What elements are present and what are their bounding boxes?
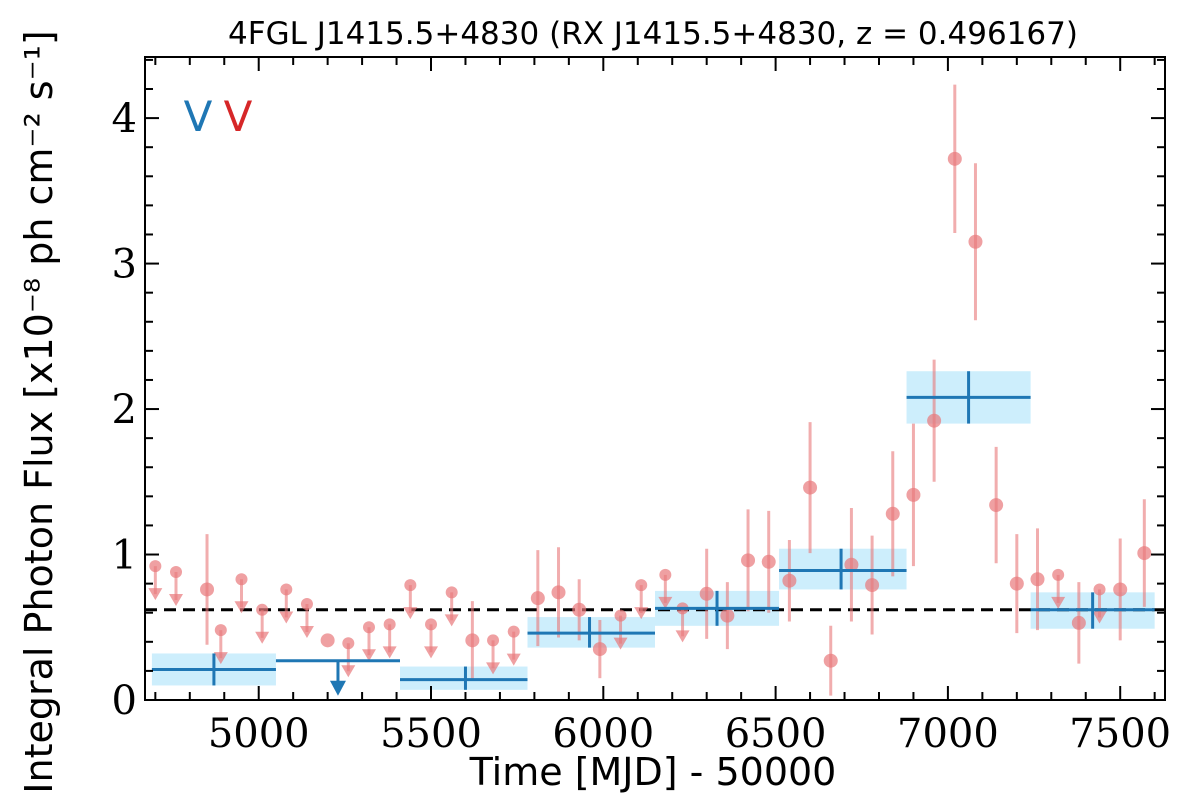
- detection-point: [1071, 615, 1086, 630]
- detection-point: [947, 151, 962, 166]
- detection-point: [530, 591, 545, 606]
- y-axis-label: Integral Photon Flux [x10⁻⁸ ph cm⁻² s⁻¹]: [17, 30, 61, 793]
- x-tick-label: 5000: [208, 711, 310, 757]
- y-tick-label: 2: [112, 387, 137, 433]
- detection-point: [320, 633, 335, 648]
- bin-band-layer: [151, 371, 1155, 690]
- detection-point: [1009, 576, 1024, 591]
- upper-limit-point: [1093, 583, 1106, 596]
- x-tick-label: 7000: [897, 711, 999, 757]
- upper-limit-point: [487, 634, 500, 647]
- detection-point: [200, 582, 215, 597]
- upper-limit-arrow: [675, 630, 690, 643]
- upper-limit-arrow: [234, 601, 249, 614]
- detection-point: [1137, 546, 1152, 561]
- x-tick-label: 7500: [1069, 711, 1171, 757]
- upper-limit-arrow: [658, 596, 673, 609]
- upper-limit-point: [170, 565, 183, 578]
- plot-frame: [144, 56, 1166, 701]
- y-tick-label: 1: [112, 533, 137, 579]
- upper-limit-point: [425, 618, 438, 631]
- upper-limit-arrow: [169, 593, 184, 606]
- upper-limit-arrow: [444, 614, 459, 627]
- detection-point: [844, 557, 859, 572]
- detection-point: [761, 554, 776, 569]
- y-tick-label: 0: [112, 678, 137, 724]
- y-tick-label: 4: [112, 96, 137, 142]
- upper-limit-arrow: [634, 607, 649, 620]
- detection-point: [1030, 572, 1045, 587]
- upper-limit-point: [149, 560, 162, 573]
- upper-limit-arrow: [403, 607, 418, 620]
- upper-limit-point: [300, 597, 313, 610]
- detection-point: [572, 602, 587, 617]
- detection-point: [465, 633, 480, 648]
- detection-point: [906, 487, 921, 502]
- detection-point: [592, 642, 607, 657]
- upper-limit-arrow: [382, 646, 397, 659]
- x-tick-label: 6500: [725, 711, 827, 757]
- upper-limit-arrow: [613, 637, 628, 650]
- detection-point: [782, 573, 797, 588]
- upper-limit-point: [635, 579, 648, 592]
- detection-point: [720, 608, 735, 623]
- upper-limit-point: [235, 573, 248, 586]
- upper-limit-point: [362, 621, 375, 634]
- detection-point: [803, 480, 818, 495]
- detection-point: [699, 586, 714, 601]
- upper-limit-arrow: [299, 625, 314, 638]
- x-axis-label: Time [MJD] - 50000: [469, 750, 837, 794]
- v-marker: V: [184, 92, 213, 141]
- upper-limit-arrow: [424, 646, 439, 659]
- detection-point: [741, 553, 756, 568]
- upper-limit-arrow: [1092, 611, 1107, 624]
- upper-limit-arrow: [148, 588, 163, 601]
- upper-limit-point: [256, 603, 269, 616]
- detection-point: [968, 234, 983, 249]
- upper-limit-point: [445, 586, 458, 599]
- upper-limit-point: [214, 624, 227, 637]
- upper-limit-arrow: [1051, 596, 1066, 609]
- upper-limit-arrow: [506, 653, 521, 666]
- upper-limit-arrow: [361, 649, 376, 662]
- detection-point: [865, 578, 880, 593]
- detection-point: [927, 413, 942, 428]
- upper-limit-point: [507, 625, 520, 638]
- detection-point: [989, 498, 1004, 513]
- upper-limit-arrow: [486, 662, 501, 675]
- tick-layer: 5000 5500 6000 6500 7000 7500 0 1 2 3 4: [112, 57, 1171, 757]
- detection-point: [1113, 582, 1128, 597]
- upper-limit-arrow: [279, 611, 294, 624]
- x-tick-label: 6000: [552, 711, 654, 757]
- x-tick-label: 5500: [380, 711, 482, 757]
- upper-limit-point: [383, 618, 396, 631]
- chart-title: 4FGL J1415.5+4830 (RX J1415.5+4830, z = …: [228, 16, 1078, 52]
- flux-point-layer: [148, 84, 1152, 696]
- v-marker: V: [224, 92, 253, 141]
- binned-flux-layer: [151, 371, 1155, 696]
- upper-limit-point: [280, 583, 293, 596]
- upper-limit-point: [614, 609, 627, 622]
- detection-point: [551, 585, 566, 600]
- upper-limit-arrow: [341, 665, 356, 678]
- y-tick-label: 3: [112, 242, 137, 288]
- upper-limit-point: [404, 579, 417, 592]
- upper-limit-point: [1052, 568, 1065, 581]
- bin-upper-limit-arrow: [329, 680, 346, 696]
- upper-limit-point: [659, 568, 672, 581]
- upper-limit-arrow: [255, 631, 270, 644]
- detection-point: [823, 653, 838, 668]
- upper-limit-arrow: [213, 652, 228, 665]
- detection-point: [885, 506, 900, 521]
- upper-limit-point: [342, 637, 355, 650]
